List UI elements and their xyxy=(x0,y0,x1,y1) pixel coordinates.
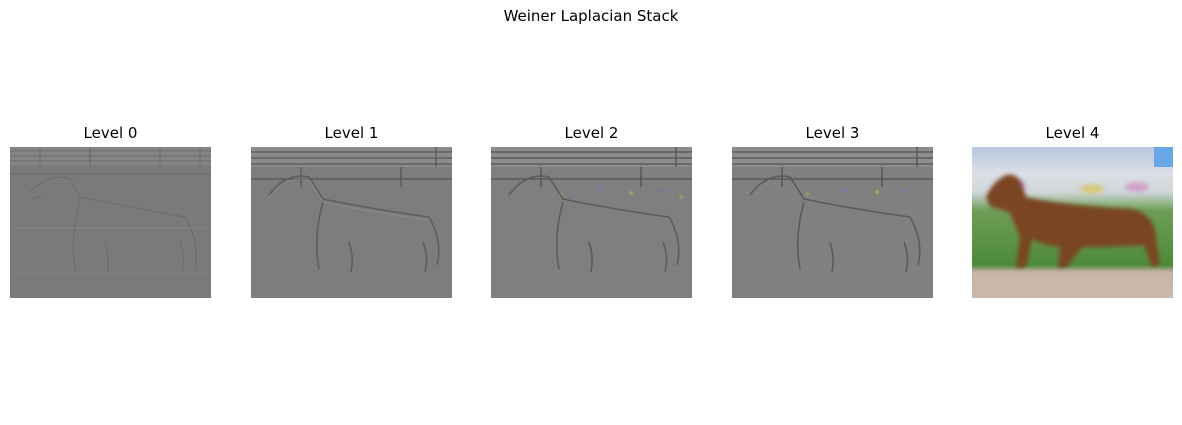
panel-title-level-1: Level 1 xyxy=(324,124,379,142)
panel-title-level-4: Level 4 xyxy=(1045,124,1100,142)
panel-title-level-0: Level 0 xyxy=(83,124,138,142)
panel-title-level-2: Level 2 xyxy=(564,124,619,142)
panel-level-3: Level 3 xyxy=(732,124,933,298)
panel-title-level-3: Level 3 xyxy=(805,124,860,142)
panel-level-1: Level 1 xyxy=(251,124,452,298)
laplacian-image-level-3 xyxy=(732,147,933,298)
panel-level-0: Level 0 xyxy=(10,124,211,298)
laplacian-image-level-2 xyxy=(491,147,692,298)
laplacian-image-level-1 xyxy=(251,147,452,298)
laplacian-image-level-0 xyxy=(10,147,211,298)
panel-level-4: Level 4 xyxy=(972,124,1173,298)
panel-level-2: Level 2 xyxy=(491,124,692,298)
blurred-dog-image-level-4 xyxy=(972,147,1173,298)
figure-title: Weiner Laplacian Stack xyxy=(503,7,679,25)
